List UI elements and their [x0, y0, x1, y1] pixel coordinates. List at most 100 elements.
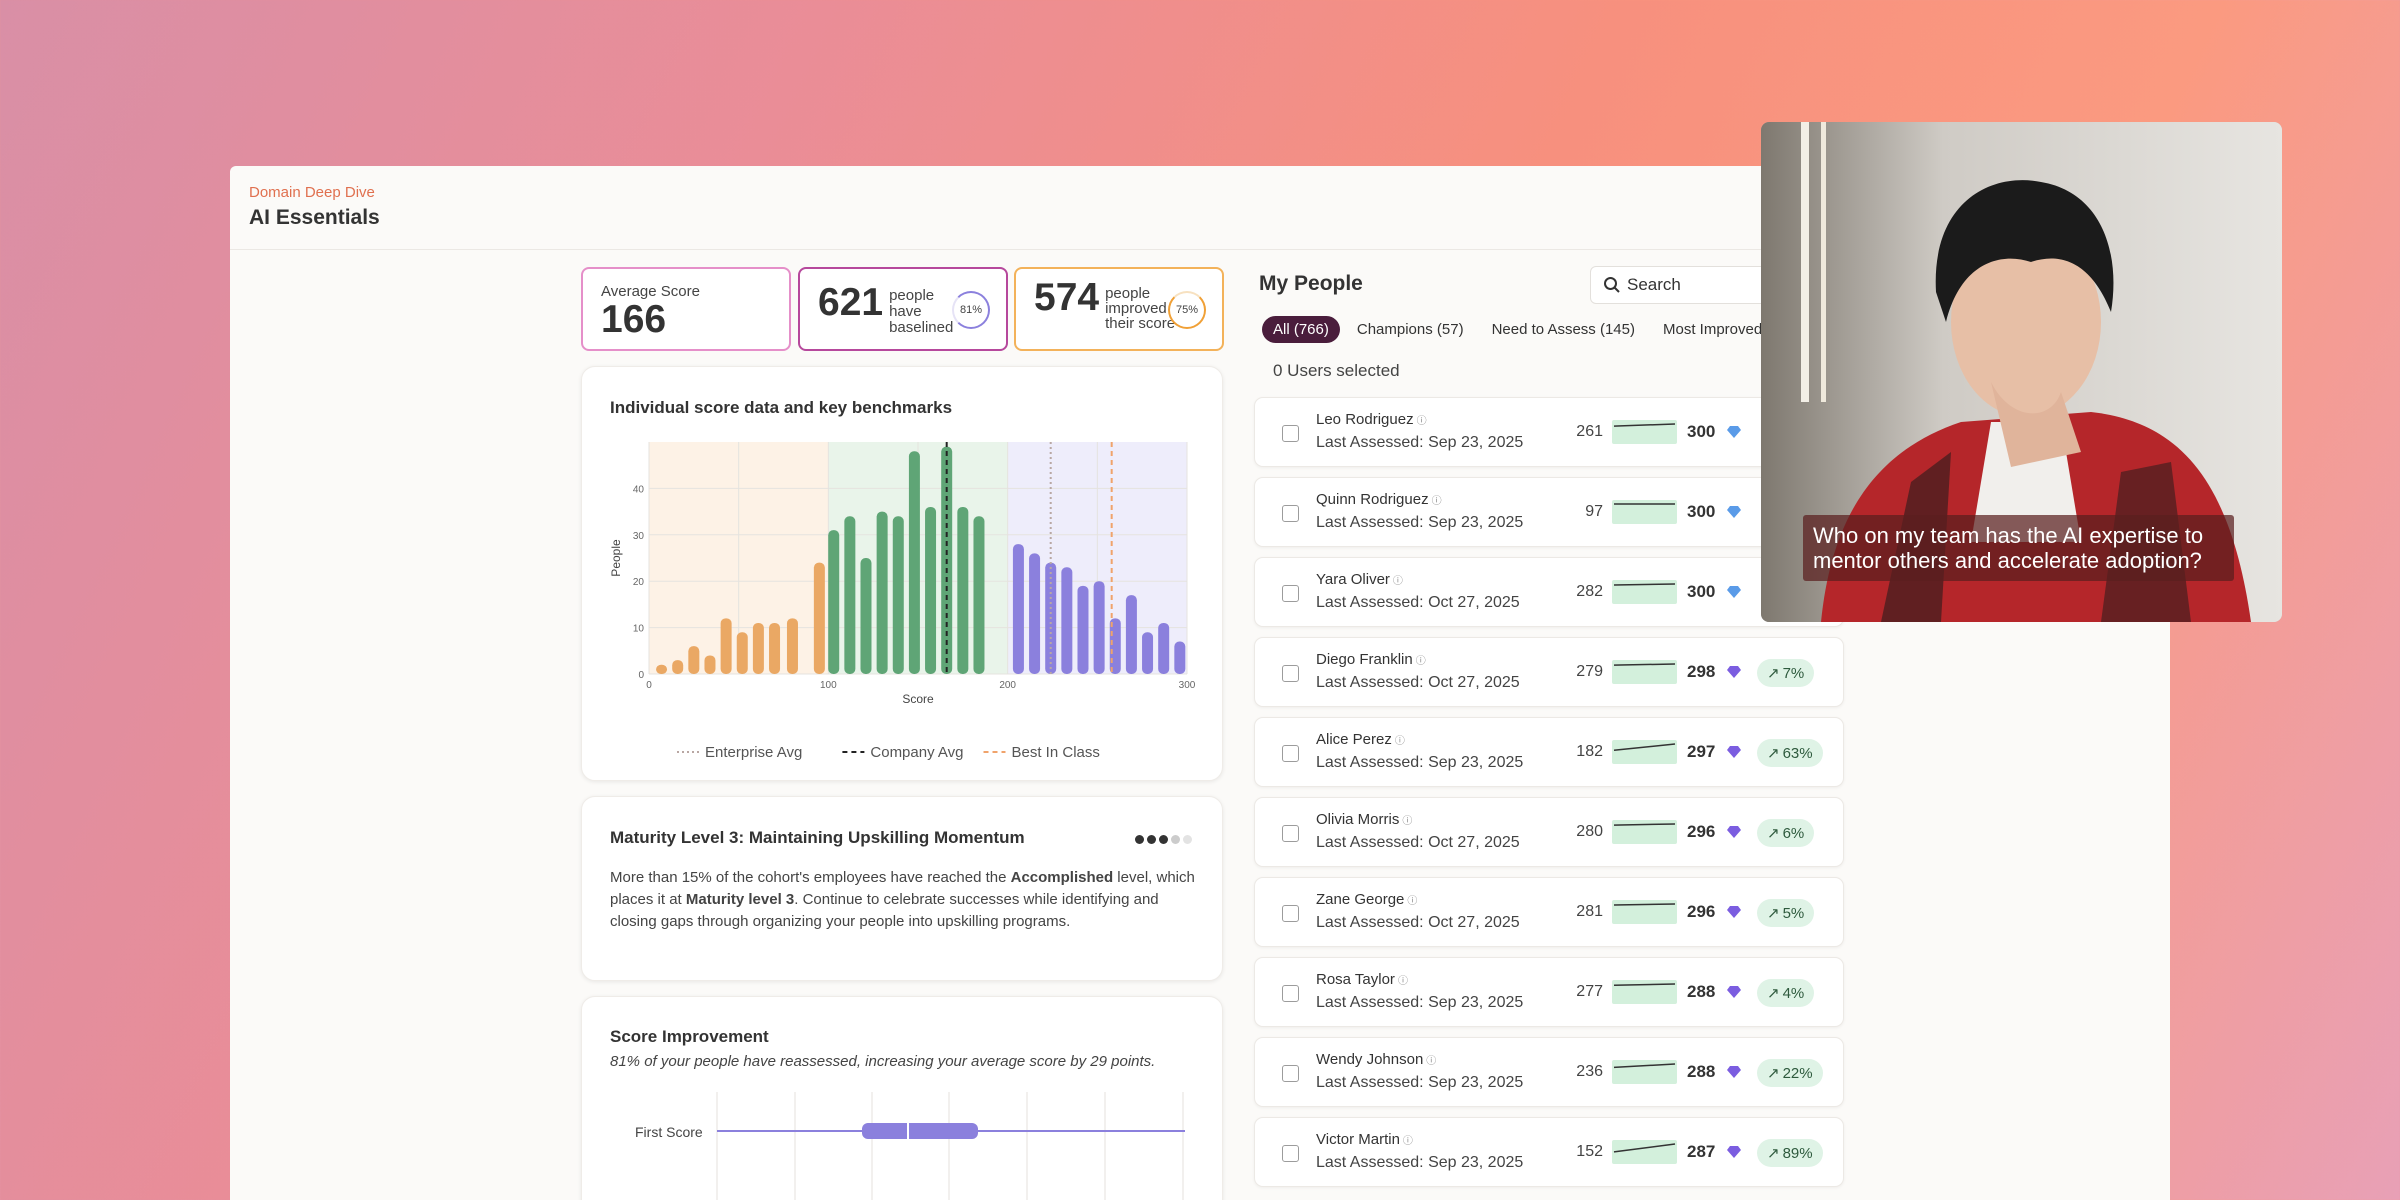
my-people-title: My People: [1259, 272, 1363, 295]
first-score: 280: [1576, 823, 1603, 840]
person-name[interactable]: Quinn Rodriguez ⓘ: [1316, 491, 1442, 508]
app-header: Domain Deep Dive AI Essentials: [230, 166, 2170, 250]
person-name[interactable]: Wendy Johnson ⓘ: [1316, 1051, 1436, 1068]
y-tick-label: 10: [633, 624, 645, 635]
info-icon[interactable]: ⓘ: [1402, 1136, 1413, 1147]
tab-champions[interactable]: Champions (57): [1356, 321, 1464, 338]
info-icon[interactable]: ⓘ: [1416, 416, 1427, 427]
person-name[interactable]: Leo Rodriguez ⓘ: [1316, 411, 1427, 428]
first-score-label: First Score: [635, 1124, 703, 1140]
row-checkbox[interactable]: [1282, 985, 1299, 1002]
tab-most-improved[interactable]: Most Improved: [1663, 321, 1763, 338]
gem-icon: [1727, 506, 1741, 518]
person-name[interactable]: Yara Oliver ⓘ: [1316, 571, 1403, 588]
trend-up-icon: ↗: [1767, 1145, 1780, 1162]
row-checkbox[interactable]: [1282, 665, 1299, 682]
improvement-chip: ↗ 6%: [1757, 819, 1815, 847]
maturity-text-3: . Continue to celebrate successes while …: [610, 891, 1159, 930]
improvement-pct: 89%: [1782, 1144, 1813, 1162]
person-name[interactable]: Zane George ⓘ: [1316, 891, 1417, 908]
info-icon[interactable]: ⓘ: [1407, 896, 1418, 907]
histogram-bar: [1012, 544, 1024, 674]
average-score-label: Average Score: [601, 283, 700, 300]
row-checkbox[interactable]: [1282, 425, 1299, 442]
row-checkbox[interactable]: [1282, 825, 1299, 842]
histogram-bar: [844, 516, 856, 674]
baselined-value: 621: [818, 281, 884, 324]
info-icon[interactable]: ⓘ: [1397, 976, 1408, 987]
row-checkbox[interactable]: [1282, 905, 1299, 922]
first-score: 261: [1576, 423, 1603, 440]
score-sparkline: [1612, 820, 1677, 844]
pagination-dots[interactable]: [1135, 835, 1192, 844]
score-histogram: 0 100 200 300 0 10 20 30 40 Score People Enterprise…: [609, 442, 1196, 761]
breadcrumb[interactable]: Domain Deep Dive: [249, 184, 375, 201]
info-icon[interactable]: ⓘ: [1431, 496, 1442, 507]
row-checkbox[interactable]: [1282, 585, 1299, 602]
people-row[interactable]: Yara Oliver ⓘ Last Assessed: Oct 27, 2025 2…: [1254, 557, 1844, 627]
row-checkbox[interactable]: [1282, 505, 1299, 522]
last-assessed: Last Assessed: Sep 23, 2025: [1316, 434, 1524, 451]
info-icon[interactable]: ⓘ: [1402, 816, 1413, 827]
person-name[interactable]: Olivia Morris ⓘ: [1316, 811, 1412, 828]
histogram-bar: [769, 622, 781, 674]
video-overlay: Who on my team has the AI expertise to m…: [1761, 122, 2282, 622]
people-row[interactable]: Zane George ⓘ Last Assessed: Oct 27, 2025 2…: [1254, 877, 1844, 947]
people-row[interactable]: Quinn Rodriguez ⓘ Last Assessed: Sep 23, 2…: [1254, 477, 1844, 547]
maturity-text-2: level, which places it at: [610, 869, 1195, 908]
person-name-text: Quinn Rodriguez: [1316, 491, 1429, 508]
person-name-text: Yara Oliver: [1316, 571, 1390, 588]
maturity-bold-2: Maturity level 3: [685, 891, 795, 908]
improved-card: 574 people improved their score 75%: [1014, 267, 1224, 351]
people-row[interactable]: Victor Martin ⓘ Last Assessed: Sep 23, 202…: [1254, 1117, 1844, 1187]
info-icon[interactable]: ⓘ: [1394, 736, 1405, 747]
latest-score: 298: [1687, 662, 1716, 681]
improvement-pct: 6%: [1782, 824, 1805, 842]
gem-icon: [1727, 1066, 1741, 1078]
x-tick-label: 200: [999, 680, 1016, 691]
score-sparkline: [1612, 900, 1677, 924]
people-row[interactable]: Olivia Morris ⓘ Last Assessed: Oct 27, 202…: [1254, 797, 1844, 867]
person-name[interactable]: Diego Franklin ⓘ: [1316, 651, 1426, 668]
people-row[interactable]: Rosa Taylor ⓘ Last Assessed: Sep 23, 2025 2…: [1254, 957, 1844, 1027]
histogram-bar: [1061, 567, 1073, 674]
latest-score: 287: [1687, 1142, 1716, 1161]
person-name[interactable]: Victor Martin ⓘ: [1316, 1131, 1413, 1148]
maturity-text: More than 15% of the cohort's employees …: [610, 867, 1195, 933]
row-checkbox[interactable]: [1282, 1145, 1299, 1162]
info-icon[interactable]: ⓘ: [1426, 1056, 1437, 1067]
improvement-chip: ↗ 22%: [1757, 1059, 1823, 1087]
person-name[interactable]: Rosa Taylor ⓘ: [1316, 971, 1408, 988]
page-title: AI Essentials: [249, 206, 380, 229]
video-caption: Who on my team has the AI expertise to m…: [1803, 515, 2234, 581]
first-score: 282: [1576, 583, 1603, 600]
search-input[interactable]: Search: [1590, 266, 1790, 304]
row-checkbox[interactable]: [1282, 745, 1299, 762]
people-row[interactable]: Wendy Johnson ⓘ Last Assessed: Sep 23, 202…: [1254, 1037, 1844, 1107]
person-name[interactable]: Alice Perez ⓘ: [1316, 731, 1405, 748]
histogram-bar: [908, 451, 920, 674]
last-assessed: Last Assessed: Oct 27, 2025: [1316, 594, 1520, 611]
person-name-text: Alice Perez: [1316, 731, 1392, 748]
last-assessed: Last Assessed: Sep 23, 2025: [1316, 994, 1524, 1011]
histogram-bar: [720, 618, 732, 674]
person-name-text: Wendy Johnson: [1316, 1051, 1424, 1068]
latest-score: 300: [1687, 582, 1716, 601]
people-row[interactable]: Alice Perez ⓘ Last Assessed: Sep 23, 2025 1…: [1254, 717, 1844, 787]
histogram-bar: [828, 530, 840, 674]
tab-need-to-assess[interactable]: Need to Assess (145): [1491, 321, 1635, 338]
people-row[interactable]: Leo Rodriguez ⓘ Last Assessed: Sep 23, 202…: [1254, 397, 1844, 467]
people-row[interactable]: Diego Franklin ⓘ Last Assessed: Oct 27, 20…: [1254, 637, 1844, 707]
improvement-chip: ↗ 7%: [1757, 659, 1815, 687]
histogram-bar: [1125, 595, 1137, 674]
search-placeholder: Search: [1627, 275, 1681, 294]
gem-icon: [1727, 986, 1741, 998]
improvement-pct: 4%: [1782, 984, 1805, 1002]
tab-all[interactable]: All (766): [1262, 316, 1340, 343]
info-icon[interactable]: ⓘ: [1392, 576, 1403, 587]
row-checkbox[interactable]: [1282, 1065, 1299, 1082]
histogram-bar: [1093, 581, 1105, 674]
info-icon[interactable]: ⓘ: [1415, 656, 1426, 667]
histogram-bar: [1029, 553, 1041, 674]
first-score: 152: [1576, 1143, 1603, 1160]
